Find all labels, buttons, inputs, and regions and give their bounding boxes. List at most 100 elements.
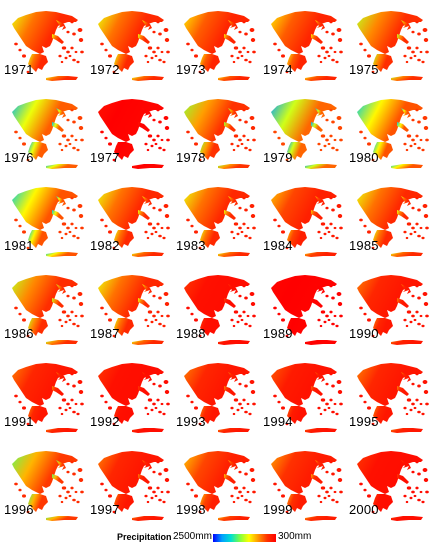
island (72, 384, 76, 388)
island (108, 142, 112, 146)
region-peloponnese (114, 406, 134, 424)
island (150, 320, 154, 324)
island (150, 144, 154, 148)
region-mainland (12, 363, 78, 406)
island (317, 318, 321, 322)
island (66, 138, 70, 142)
island (78, 38, 84, 42)
island (285, 334, 289, 338)
island (423, 38, 429, 42)
island (320, 134, 326, 138)
island (162, 500, 166, 504)
greece-map (271, 99, 343, 169)
region-crete (132, 516, 164, 521)
island (158, 384, 162, 388)
island (78, 478, 84, 482)
island (150, 232, 154, 236)
island (22, 494, 26, 498)
island (162, 324, 166, 328)
island (417, 120, 421, 124)
island (70, 134, 74, 138)
island (337, 478, 343, 482)
island (367, 494, 371, 498)
island (333, 138, 337, 142)
island (240, 318, 244, 322)
island (405, 500, 409, 504)
island (108, 406, 112, 410)
island (194, 230, 198, 234)
island (411, 402, 415, 406)
island (406, 222, 412, 226)
region-peloponnese (200, 142, 220, 160)
island (70, 486, 74, 490)
region-peloponnese (373, 318, 393, 336)
region-chalkidiki (228, 284, 238, 294)
island (319, 236, 323, 240)
island (70, 310, 74, 314)
island (327, 54, 331, 58)
island (421, 236, 425, 240)
island (417, 58, 421, 62)
island (327, 318, 331, 322)
island (336, 204, 342, 208)
island (160, 490, 164, 494)
island (405, 148, 409, 152)
island (422, 28, 428, 32)
island (250, 302, 256, 306)
island (164, 214, 170, 218)
island (60, 412, 64, 416)
island (190, 488, 194, 492)
island (329, 372, 333, 376)
region-mainland (12, 275, 78, 318)
island (198, 510, 202, 514)
island (415, 108, 419, 112)
island (417, 208, 421, 212)
island (417, 384, 421, 388)
region-euboea (311, 474, 323, 484)
island (144, 54, 148, 58)
island (66, 226, 70, 230)
map-panel: 1976 (2, 88, 86, 174)
island (66, 490, 70, 494)
island (325, 490, 329, 494)
island (419, 402, 423, 406)
map-panel: 1975 (347, 0, 431, 86)
island (411, 314, 415, 318)
island (236, 144, 240, 148)
region-peloponnese (114, 318, 134, 336)
island (230, 406, 234, 410)
island (74, 490, 78, 494)
region-peloponnese (28, 406, 48, 424)
greece-map (271, 363, 343, 433)
island (146, 148, 150, 152)
island (80, 50, 84, 54)
island (363, 400, 367, 404)
island (146, 60, 150, 64)
region-chalkidiki (401, 20, 411, 30)
region-crete (391, 76, 423, 81)
greece-map (184, 275, 256, 345)
island (273, 218, 277, 222)
island (252, 314, 256, 318)
island (152, 470, 156, 474)
greece-map (98, 11, 170, 81)
map-panel: 1993 (174, 352, 258, 438)
island (112, 158, 116, 162)
island (417, 498, 421, 502)
island (327, 142, 331, 146)
island (232, 60, 236, 64)
island (238, 382, 242, 386)
island (152, 382, 156, 386)
island (100, 218, 104, 222)
island (413, 318, 417, 322)
island (158, 296, 162, 300)
island (66, 382, 70, 386)
island (248, 148, 252, 152)
region-mainland (357, 99, 423, 142)
island (152, 314, 156, 318)
island (273, 42, 277, 46)
island (325, 294, 329, 298)
island (335, 324, 339, 328)
island (367, 406, 371, 410)
region-crete (305, 428, 337, 433)
